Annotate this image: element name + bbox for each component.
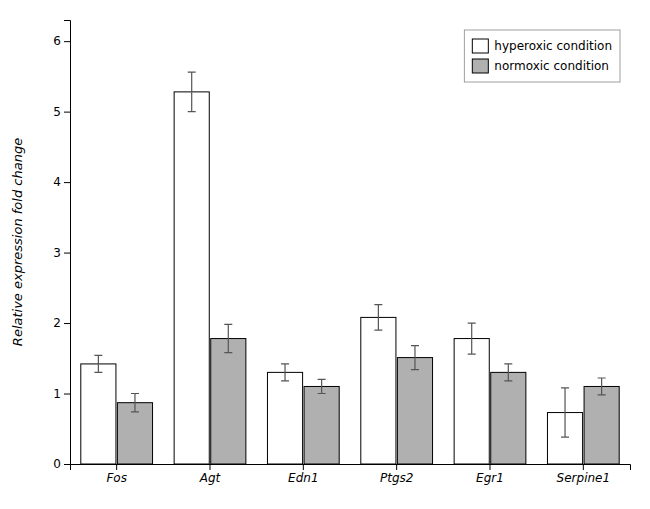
y-tick: 4 xyxy=(53,175,70,189)
x-tick: Serpine1 xyxy=(557,464,611,485)
x-tick-label: Agt xyxy=(199,471,222,485)
y-tick-label: 2 xyxy=(53,316,61,330)
legend-swatch xyxy=(472,59,488,73)
bar xyxy=(211,339,246,464)
x-tick-label: Fos xyxy=(106,471,127,485)
bar xyxy=(304,386,339,464)
x-tick-mark xyxy=(116,464,117,470)
x-tick-mark xyxy=(583,464,584,470)
y-tick-label: 0 xyxy=(53,457,61,471)
legend-swatch xyxy=(472,39,488,53)
x-tick-label: Edn1 xyxy=(288,471,318,485)
plot-area: 0 1 2 3 4 5 6 Fos Agt Edn1 Ptgs2 Egr1 Serpine1 Relati… xyxy=(10,21,631,485)
x-tick: Ptgs2 xyxy=(380,464,413,485)
error-bar xyxy=(468,323,476,354)
y-axis: 0 1 2 3 4 5 6 xyxy=(53,21,70,472)
error-bar xyxy=(504,364,512,381)
x-tick-mark xyxy=(210,464,211,470)
y-tick-mark xyxy=(64,112,70,113)
y-tick-label: 4 xyxy=(53,175,61,189)
y-tick-mark xyxy=(64,394,70,395)
bar xyxy=(491,372,526,464)
y-tick: 2 xyxy=(53,316,70,330)
bar xyxy=(81,364,116,464)
y-tick-mark xyxy=(64,182,70,183)
x-tick: Egr1 xyxy=(476,464,504,485)
y-tick: 0 xyxy=(53,457,70,471)
legend-label: normoxic condition xyxy=(494,59,609,73)
chart-svg: 0 1 2 3 4 5 6 Fos Agt Edn1 Ptgs2 Egr1 Serpine1 Relati… xyxy=(0,0,650,509)
error-bar xyxy=(374,305,382,330)
x-tick: Agt xyxy=(199,464,222,485)
y-tick-mark xyxy=(64,253,70,254)
y-tick-label: 6 xyxy=(53,34,61,48)
legend-item: hyperoxic condition xyxy=(472,39,612,53)
x-tick-label: Egr1 xyxy=(476,471,504,485)
x-tick-label: Serpine1 xyxy=(557,471,611,485)
error-bar xyxy=(411,346,419,370)
error-bar xyxy=(131,394,139,412)
error-bar xyxy=(224,324,232,352)
series-1 xyxy=(117,324,619,464)
error-bar xyxy=(318,379,326,393)
y-tick-label: 1 xyxy=(53,387,61,401)
x-axis: Fos Agt Edn1 Ptgs2 Egr1 Serpine1 xyxy=(71,464,631,485)
x-axis-line xyxy=(71,465,631,471)
x-tick-mark xyxy=(396,464,397,470)
bar xyxy=(584,386,619,464)
legend-label: hyperoxic condition xyxy=(494,39,612,53)
y-axis-title: Relative expression fold change xyxy=(10,138,25,346)
y-tick-mark xyxy=(64,323,70,324)
x-tick-mark xyxy=(303,464,304,470)
y-tick-mark xyxy=(64,464,70,465)
x-tick-label: Ptgs2 xyxy=(380,471,413,485)
y-tick-label: 3 xyxy=(53,246,61,260)
y-axis-line xyxy=(64,21,71,465)
marks xyxy=(81,72,619,464)
error-bar xyxy=(281,364,289,381)
bar xyxy=(267,372,302,464)
chart-container: 0 1 2 3 4 5 6 Fos Agt Edn1 Ptgs2 Egr1 Serpine1 Relati… xyxy=(0,0,650,509)
x-tick: Fos xyxy=(106,464,127,485)
x-tick: Edn1 xyxy=(288,464,318,485)
bar xyxy=(174,92,209,464)
y-tick: 6 xyxy=(53,34,70,48)
y-tick: 3 xyxy=(53,246,70,260)
error-bar xyxy=(94,355,102,372)
bar xyxy=(361,317,396,464)
y-tick: 1 xyxy=(53,387,70,401)
legend: hyperoxic condition normoxic condition xyxy=(464,30,620,82)
y-tick-label: 5 xyxy=(53,105,61,119)
y-tick: 5 xyxy=(53,105,70,119)
error-bar xyxy=(598,378,606,395)
error-bar xyxy=(188,72,196,111)
y-tick-mark xyxy=(64,41,70,42)
bar xyxy=(454,339,489,464)
series-0 xyxy=(81,72,583,464)
legend-frame xyxy=(464,30,620,82)
x-tick-mark xyxy=(490,464,491,470)
error-bar xyxy=(561,388,569,437)
legend-item: normoxic condition xyxy=(472,59,609,73)
bar xyxy=(397,358,432,464)
